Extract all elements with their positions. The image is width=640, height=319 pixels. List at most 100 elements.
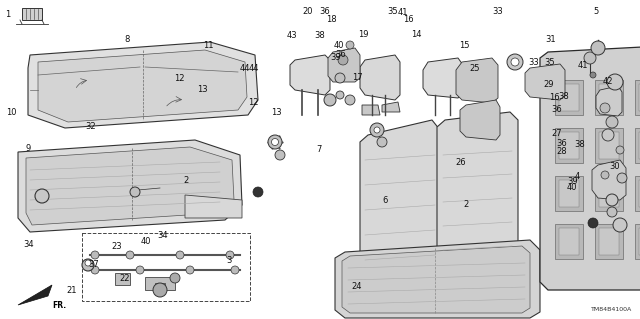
Bar <box>82 233 250 301</box>
Text: 12: 12 <box>174 74 184 83</box>
Text: 28: 28 <box>557 147 567 156</box>
Circle shape <box>268 135 282 149</box>
Polygon shape <box>595 80 623 115</box>
Polygon shape <box>559 132 579 159</box>
Circle shape <box>600 103 610 113</box>
Text: 38: 38 <box>558 92 568 101</box>
Polygon shape <box>360 55 400 100</box>
Circle shape <box>345 95 355 105</box>
Circle shape <box>338 55 348 65</box>
Circle shape <box>602 129 614 141</box>
Polygon shape <box>525 64 565 100</box>
Circle shape <box>336 91 344 99</box>
Circle shape <box>253 187 263 197</box>
Circle shape <box>91 251 99 259</box>
Text: 2: 2 <box>463 200 468 209</box>
Text: 12: 12 <box>248 98 259 107</box>
Text: 35: 35 <box>544 58 554 67</box>
Polygon shape <box>635 224 640 259</box>
Circle shape <box>511 58 519 66</box>
Polygon shape <box>639 84 640 111</box>
Text: 37: 37 <box>88 260 99 269</box>
Text: 14: 14 <box>411 30 421 39</box>
Text: 36: 36 <box>335 50 346 59</box>
Circle shape <box>335 73 345 83</box>
Polygon shape <box>22 8 42 20</box>
Circle shape <box>617 173 627 183</box>
Polygon shape <box>145 277 175 290</box>
Circle shape <box>590 72 596 78</box>
Polygon shape <box>362 105 380 115</box>
Text: 22: 22 <box>119 274 129 283</box>
Text: 44: 44 <box>239 64 250 73</box>
Text: 16: 16 <box>403 15 413 24</box>
Text: 36: 36 <box>320 7 330 16</box>
Polygon shape <box>639 132 640 159</box>
Text: 32: 32 <box>86 122 96 131</box>
Polygon shape <box>540 45 640 290</box>
Circle shape <box>136 266 144 274</box>
Circle shape <box>607 207 617 217</box>
Text: 4: 4 <box>575 172 580 181</box>
Polygon shape <box>595 224 623 259</box>
Polygon shape <box>342 246 530 313</box>
Circle shape <box>153 283 167 297</box>
Polygon shape <box>555 80 583 115</box>
Text: 5: 5 <box>594 7 599 16</box>
Polygon shape <box>335 240 540 318</box>
Circle shape <box>601 171 609 179</box>
Circle shape <box>370 123 384 137</box>
Polygon shape <box>639 180 640 207</box>
Circle shape <box>126 251 134 259</box>
Polygon shape <box>18 140 242 232</box>
Text: 38: 38 <box>315 31 325 40</box>
Text: 27: 27 <box>552 130 562 138</box>
Text: 16: 16 <box>549 93 559 102</box>
Polygon shape <box>26 147 234 225</box>
Polygon shape <box>635 176 640 211</box>
Polygon shape <box>555 176 583 211</box>
Text: 25: 25 <box>470 64 480 73</box>
Circle shape <box>275 150 285 160</box>
Text: 8: 8 <box>124 35 129 44</box>
Text: 7: 7 <box>316 145 321 154</box>
Polygon shape <box>599 228 619 255</box>
Text: 34: 34 <box>157 231 168 240</box>
Polygon shape <box>555 128 583 163</box>
Circle shape <box>591 41 605 55</box>
Polygon shape <box>28 42 258 128</box>
Circle shape <box>588 218 598 228</box>
Polygon shape <box>18 285 52 305</box>
Text: 39: 39 <box>330 53 340 62</box>
Text: 38: 38 <box>575 140 585 149</box>
Polygon shape <box>559 84 579 111</box>
Text: 44: 44 <box>248 64 259 73</box>
Text: TM84B4100A: TM84B4100A <box>591 307 632 312</box>
Circle shape <box>186 266 194 274</box>
Circle shape <box>374 127 380 133</box>
Circle shape <box>231 266 239 274</box>
Text: 26: 26 <box>456 158 466 167</box>
Circle shape <box>606 116 618 128</box>
Text: 35: 35 <box>388 7 398 16</box>
Text: FR.: FR. <box>52 301 66 310</box>
Circle shape <box>613 218 627 232</box>
Circle shape <box>346 41 354 49</box>
Circle shape <box>130 187 140 197</box>
Circle shape <box>91 266 99 274</box>
Circle shape <box>607 74 623 90</box>
Circle shape <box>324 94 336 106</box>
Polygon shape <box>592 160 626 200</box>
Polygon shape <box>460 100 500 140</box>
Circle shape <box>82 259 94 271</box>
Text: 41: 41 <box>577 61 588 70</box>
Polygon shape <box>595 176 623 211</box>
Polygon shape <box>185 195 242 218</box>
Text: 31: 31 <box>545 35 556 44</box>
Circle shape <box>507 54 523 70</box>
Text: 9: 9 <box>26 144 31 153</box>
Polygon shape <box>360 120 440 292</box>
Polygon shape <box>423 58 463 98</box>
Text: 41: 41 <box>398 8 408 17</box>
Text: 30: 30 <box>609 162 620 171</box>
